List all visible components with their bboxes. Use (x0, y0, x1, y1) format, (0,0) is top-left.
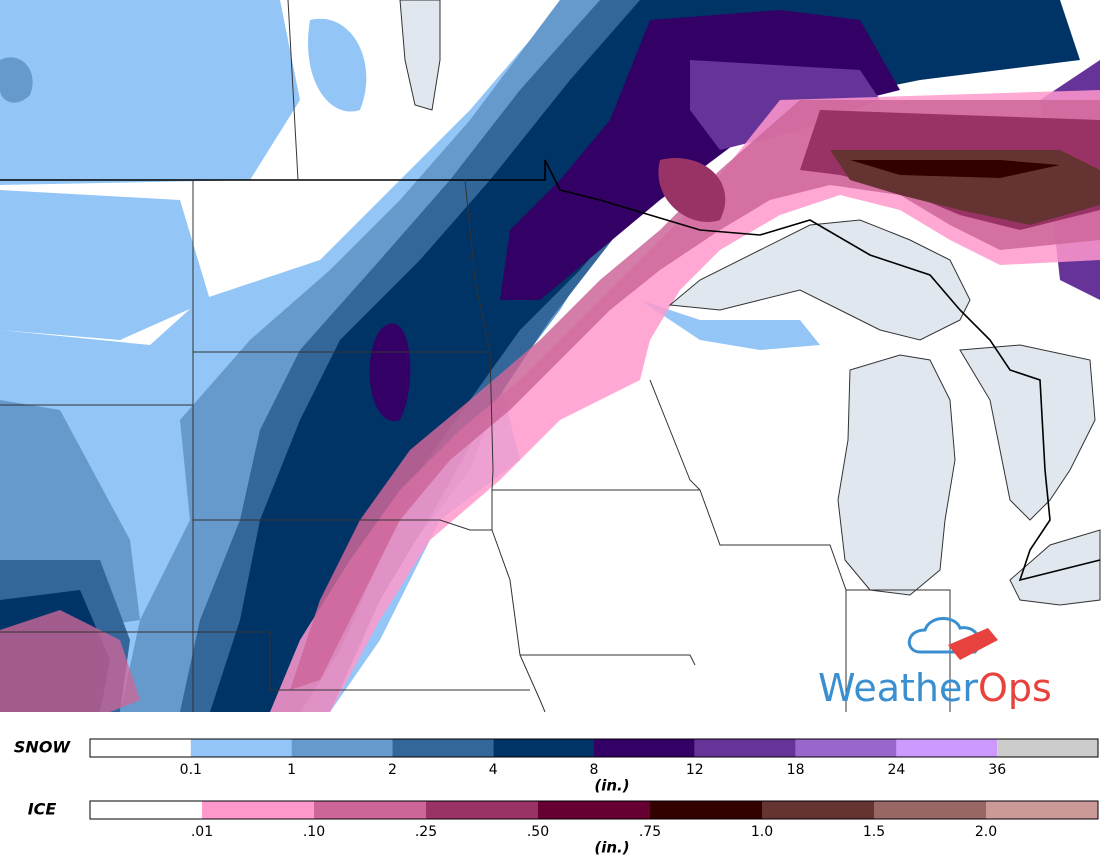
legend-tick-label: .10 (303, 824, 325, 840)
legend-swatch (314, 801, 426, 819)
lake-superior (668, 219, 971, 341)
legend-tick-label: 0.1 (180, 762, 202, 778)
state-borders (0, 0, 951, 713)
legend-tick-label: 24 (887, 762, 905, 778)
legend-label: SNOW (14, 738, 72, 757)
ice-patch (0, 610, 140, 712)
legend-tick-label: 36 (988, 762, 1006, 778)
snow-light-patch (197, 18, 821, 350)
legend-tick-label: 2 (388, 762, 397, 778)
international-border (0, 159, 1101, 582)
legend-swatch (594, 739, 695, 757)
legend-tick-label: 18 (787, 762, 805, 778)
logo-brand: Weather (818, 666, 978, 710)
legend-swatch (874, 801, 986, 819)
legend-swatch (997, 739, 1098, 757)
legend-swatch (896, 739, 998, 757)
legend-swatch (795, 739, 897, 757)
legend-swatch (694, 739, 796, 757)
legend-swatch (493, 739, 594, 757)
legend-swatch (392, 739, 494, 757)
legend-tick-label: .50 (527, 824, 549, 840)
legend-frame (89, 738, 1099, 758)
lake-winnipeg (399, 0, 441, 111)
lake-michigan (837, 354, 956, 596)
legend-tick-label: 4 (489, 762, 498, 778)
logo-text: WeatherOps (818, 666, 1052, 710)
legend-label: ICE (28, 800, 57, 819)
legend-swatch (90, 739, 191, 757)
lake-erie (1009, 529, 1101, 606)
legend-tick-label: .25 (415, 824, 437, 840)
legend-unit: (in.) (594, 839, 629, 857)
legend-swatch (202, 801, 314, 819)
legend-swatch (291, 739, 393, 757)
map: WeatherOps (0, 0, 1102, 713)
legend-swatch (538, 801, 650, 819)
logo: WeatherOps (818, 617, 1052, 710)
legend-tick-label: 1 (287, 762, 296, 778)
legend-swatch (90, 801, 202, 819)
legend-tick-label: 1.0 (751, 824, 773, 840)
legend-tick-label: 2.0 (975, 824, 997, 840)
legend-tick-label: .75 (639, 824, 661, 840)
legend-swatch (986, 801, 1098, 819)
lake-huron (959, 344, 1096, 521)
legend-swatch (762, 801, 874, 819)
legend-tick-label: 1.5 (863, 824, 885, 840)
logo-accent: Ops (978, 666, 1052, 710)
snow-navy (0, 0, 1080, 712)
legend-frame (89, 800, 1099, 820)
legend-swatch (426, 801, 538, 819)
legend-tick-label: 12 (686, 762, 704, 778)
legend-swatch (190, 739, 292, 757)
ice-dark (850, 160, 1060, 178)
legend-unit: (in.) (594, 777, 629, 795)
legend-tick-label: 8 (590, 762, 599, 778)
legend-swatch (650, 801, 762, 819)
legend-tick-label: .01 (191, 824, 213, 840)
logo-panel (948, 628, 998, 660)
